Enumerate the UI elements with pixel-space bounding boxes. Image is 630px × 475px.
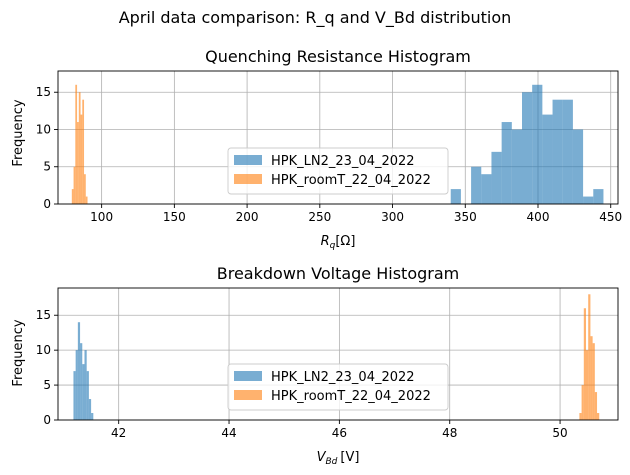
x-tick-label: 450 <box>599 210 622 224</box>
legend-swatch <box>234 174 262 184</box>
histogram-bar <box>597 413 600 420</box>
legend-box <box>227 363 449 411</box>
histogram-bar <box>542 114 553 204</box>
legend: HPK_LN2_23_04_2022 HPK_roomT_22_04_2022 <box>227 363 449 411</box>
histogram-bar <box>85 196 88 204</box>
histogram-bar <box>450 189 461 204</box>
x-tick-label: 48 <box>442 426 457 440</box>
y-tick-label: 0 <box>43 197 51 211</box>
x-axis-label-main: R <box>321 234 330 249</box>
y-axis-label: Frequency <box>11 319 26 386</box>
panel-title: Quenching Resistance Histogram <box>205 47 471 66</box>
y-tick-label: 0 <box>43 413 51 427</box>
legend-label: HPK_roomT_22_04_2022 <box>271 389 431 404</box>
histogram-bar <box>522 92 533 204</box>
legend: HPK_LN2_23_04_2022 HPK_roomT_22_04_2022 <box>227 147 449 195</box>
histogram-bar <box>590 336 593 420</box>
histogram-bar <box>88 399 92 420</box>
histogram-bar <box>511 129 522 204</box>
histogram-bar <box>78 92 81 204</box>
histogram-bar <box>71 189 74 204</box>
legend-swatch <box>234 390 262 400</box>
histogram-bar <box>73 166 76 204</box>
breakdown-voltage-panel: Breakdown Voltage Histogram Frequency VB… <box>11 264 619 467</box>
x-tick-label: 46 <box>332 426 347 440</box>
histogram-bar <box>594 392 598 420</box>
x-tick-label: 100 <box>90 210 113 224</box>
y-axis-label: Frequency <box>11 99 26 166</box>
x-tick-label: 300 <box>381 210 404 224</box>
y-tick-label: 10 <box>36 122 51 136</box>
axes-frame <box>57 287 619 421</box>
histogram-bar <box>77 322 81 420</box>
histogram-bar <box>80 343 83 420</box>
histogram-bar <box>82 99 85 204</box>
x-axis-label-main: V <box>317 450 327 465</box>
y-tick-label: 15 <box>36 85 51 99</box>
x-tick-label: 200 <box>236 210 259 224</box>
x-tick-label: 350 <box>454 210 477 224</box>
x-axis-label-suffix: [V] <box>340 450 359 465</box>
legend-label: HPK_LN2_23_04_2022 <box>271 154 415 169</box>
x-tick-label: 150 <box>163 210 186 224</box>
histogram-bar <box>586 350 589 420</box>
histogram-bar <box>84 174 86 204</box>
legend-swatch <box>234 371 262 381</box>
x-axis-label: Rq[Ω] <box>321 234 356 251</box>
histogram-bar <box>583 308 586 420</box>
histogram-bar <box>82 364 85 420</box>
histogram-bar <box>84 350 87 420</box>
histogram-bar <box>583 196 594 204</box>
histogram-bar <box>572 129 584 204</box>
histogram-bar <box>75 84 78 204</box>
histogram-bar <box>532 84 543 204</box>
panel-title: Breakdown Voltage Histogram <box>217 264 459 283</box>
quenching-resistance-panel: Quenching Resistance Histogram Frequency… <box>11 47 622 251</box>
histogram-bar <box>579 413 582 420</box>
legend-swatch <box>234 155 262 165</box>
x-tick-label: 50 <box>552 426 567 440</box>
figure-suptitle: April data comparison: R_q and V_Bd dist… <box>119 8 512 28</box>
x-tick-label: 42 <box>111 426 126 440</box>
histogram-bar <box>592 343 595 420</box>
legend-label: HPK_LN2_23_04_2022 <box>271 370 415 385</box>
x-axis-label: VBd [V] <box>317 450 360 467</box>
y-tick-label: 5 <box>43 160 51 174</box>
axes-frame <box>57 70 619 205</box>
histogram-bar <box>86 371 89 420</box>
x-tick-label: 44 <box>221 426 236 440</box>
x-axis-label-suffix: [Ω] <box>335 234 355 249</box>
y-tick-label: 5 <box>43 378 51 392</box>
histogram-bar <box>91 413 94 420</box>
legend-box <box>227 147 449 195</box>
x-axis-label-sub: Bd <box>325 457 337 467</box>
histogram-bar <box>581 385 584 420</box>
histogram-bar <box>562 99 573 204</box>
histogram-bar <box>77 122 79 204</box>
x-tick-label: 250 <box>308 210 331 224</box>
histogram-bar <box>75 350 78 420</box>
x-axis-label-sub: q <box>330 241 336 251</box>
histogram-bar <box>491 151 502 204</box>
legend-label: HPK_roomT_22_04_2022 <box>271 173 431 188</box>
y-tick-label: 15 <box>36 308 51 322</box>
y-tick-label: 10 <box>36 343 51 357</box>
histogram-bar <box>73 371 76 420</box>
x-tick-label: 400 <box>527 210 550 224</box>
histogram-bar <box>80 114 83 204</box>
histogram-bar <box>552 99 563 204</box>
histogram-bar <box>588 294 591 420</box>
histogram-bar <box>471 166 482 204</box>
histogram-bar <box>593 189 604 204</box>
histogram-bar <box>501 122 512 204</box>
histogram-bar <box>481 174 492 204</box>
